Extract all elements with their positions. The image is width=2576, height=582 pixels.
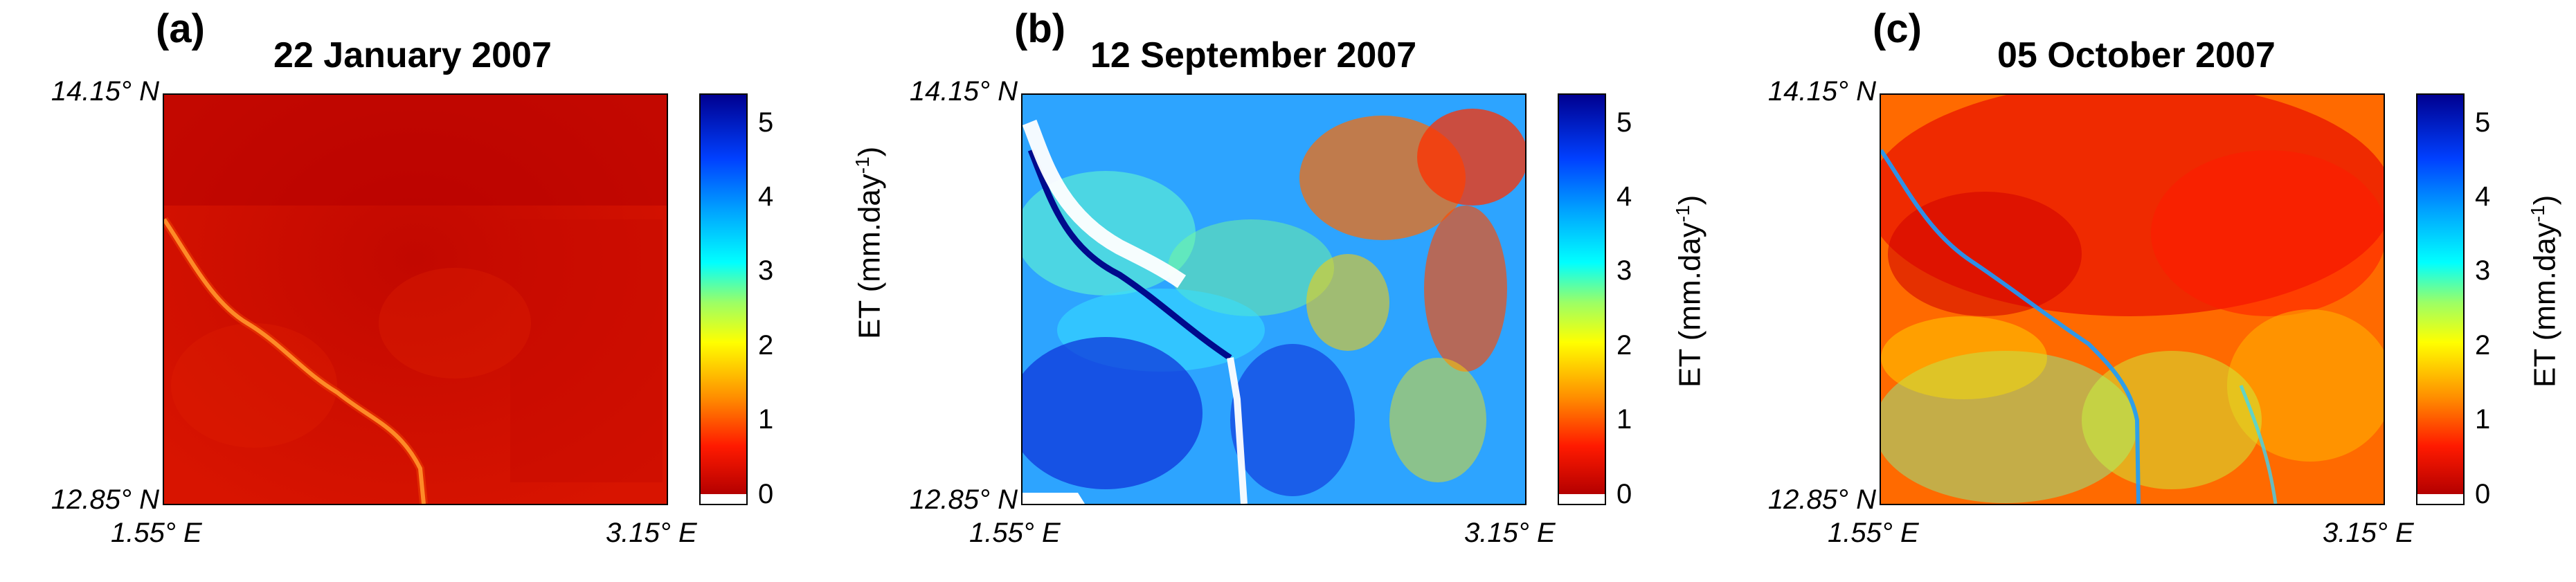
panel-b-title: 12 September 2007 <box>1090 35 1417 75</box>
panel-c-tick-0: 0 <box>2475 479 2491 509</box>
colorbar-gradient <box>2417 95 2463 494</box>
panel-c-tick-3: 3 <box>2475 255 2491 286</box>
colorbar-gradient <box>701 95 746 494</box>
panel-a: (a) 22 January 2007 14.15° N 12.85° N 1.… <box>0 0 858 582</box>
panel-b-letter: (b) <box>1014 6 1066 51</box>
panel-a-tick-1: 1 <box>758 404 774 435</box>
panel-a-et-map <box>161 93 668 505</box>
panel-a-title: 22 January 2007 <box>273 35 552 75</box>
colorbar-label-close: ) <box>1673 194 1707 206</box>
panel-a-lon-left: 1.55° E <box>111 518 202 548</box>
panel-a-lon-right: 3.15° E <box>606 518 697 548</box>
colorbar-zero-swatch <box>2417 494 2463 504</box>
colorbar-zero-swatch <box>701 494 746 504</box>
colorbar-label-close: ) <box>852 146 887 157</box>
panel-a-colorbar <box>699 93 748 505</box>
panel-c-tick-1: 1 <box>2475 404 2491 435</box>
panel-a-tick-4: 4 <box>758 181 774 212</box>
panel-b-tick-0: 0 <box>1616 479 1632 509</box>
panel-c-tick-5: 5 <box>2475 107 2491 138</box>
panel-c-letter: (c) <box>1873 6 1922 51</box>
panel-c-colorbar <box>2416 93 2465 505</box>
panel-b-colorbar <box>1558 93 1606 505</box>
colorbar-label-sup: -1 <box>852 156 873 174</box>
colorbar-label-text: ET (mm.day <box>852 174 887 339</box>
panel-a-lat-bottom: 12.85° N <box>51 484 159 515</box>
colorbar-zero-swatch <box>1559 494 1605 504</box>
panel-c-lat-bottom: 12.85° N <box>1767 484 1876 515</box>
panel-b-tick-4: 4 <box>1616 181 1632 212</box>
panel-b-lon-right: 3.15° E <box>1464 518 1556 548</box>
colorbar-label-close: ) <box>2528 194 2562 206</box>
colorbar-label-text: ET (mm.day <box>2528 222 2562 388</box>
panel-c-tick-2: 2 <box>2475 330 2491 361</box>
panel-c-title: 05 October 2007 <box>1997 35 2276 75</box>
panel-b-map-image <box>1009 95 1528 504</box>
panel-c-et-map <box>1867 81 2393 505</box>
panel-c-lat-top: 14.15° N <box>1767 76 1876 107</box>
panel-a-tick-5: 5 <box>758 107 774 138</box>
panel-b-et-map <box>1009 93 1528 505</box>
panel-b-colorbar-label-right: ET (mm.day-1) <box>1672 195 1708 388</box>
panel-a-map-image <box>161 95 667 504</box>
panel-c-map-image <box>1867 81 2393 504</box>
panel-b-tick-5: 5 <box>1616 107 1632 138</box>
colorbar-label-sup: -1 <box>2527 205 2548 223</box>
panel-b-tick-2: 2 <box>1616 330 1632 361</box>
panel-c-colorbar-label-right: ET (mm.day-1) <box>2527 195 2563 388</box>
colorbar-gradient <box>1559 95 1605 494</box>
panel-b-lon-left: 1.55° E <box>969 518 1061 548</box>
panel-a-tick-3: 3 <box>758 255 774 286</box>
colorbar-label-text: ET (mm.day <box>1673 222 1707 388</box>
panel-b-lat-top: 14.15° N <box>909 76 1018 107</box>
panel-a-tick-0: 0 <box>758 479 774 509</box>
panel-b: (b) 12 September 2007 ET (mm.day-1) 14.1… <box>852 0 1717 582</box>
panel-c-lon-left: 1.55° E <box>1828 518 1919 548</box>
panel-c: (c) 05 October 2007 14.15° N 12.85° N 1.… <box>1717 0 2575 582</box>
panel-a-tick-2: 2 <box>758 330 774 361</box>
colorbar-label-sup: -1 <box>1672 205 1693 223</box>
panel-b-lat-bottom: 12.85° N <box>909 484 1018 515</box>
panel-b-tick-1: 1 <box>1616 404 1632 435</box>
panel-a-letter: (a) <box>156 6 205 51</box>
panel-c-tick-4: 4 <box>2475 181 2491 212</box>
panel-b-colorbar-label: ET (mm.day-1) <box>852 147 888 339</box>
panel-c-lon-right: 3.15° E <box>2323 518 2414 548</box>
panel-a-lat-top: 14.15° N <box>51 76 159 107</box>
panel-b-tick-3: 3 <box>1616 255 1632 286</box>
